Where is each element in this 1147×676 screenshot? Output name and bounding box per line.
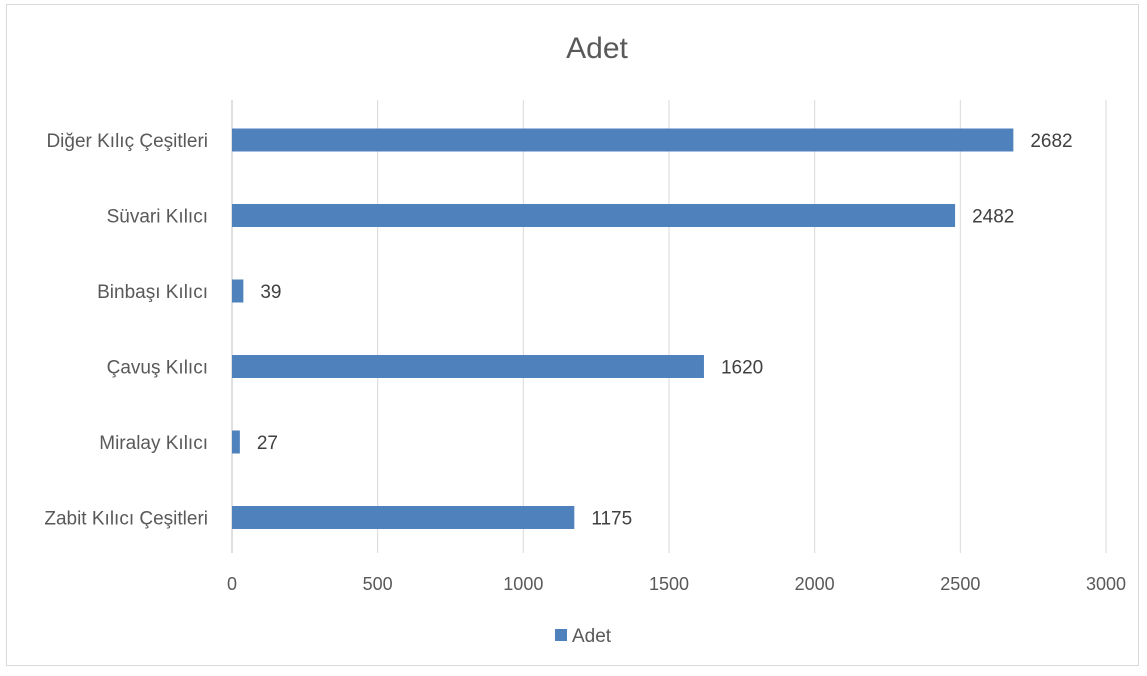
data-label-5: 27 — [257, 433, 278, 454]
legend: Adet — [555, 626, 612, 647]
x-tick-label-1500: 1500 — [649, 574, 689, 594]
bar-2 — [232, 204, 956, 227]
data-label-4: 1620 — [721, 358, 763, 379]
bar-4 — [232, 355, 704, 378]
category-label-4: Çavuş Kılıcı — [107, 358, 208, 379]
chart-frame — [6, 4, 1139, 666]
legend-swatch — [555, 629, 567, 641]
category-label-2: Süvari Kılıcı — [107, 207, 208, 228]
data-labels: 2682 2482 39 1620 27 1175 — [257, 131, 1073, 530]
category-label-1: Diğer Kılıç Çeşitleri — [46, 131, 208, 152]
category-labels: Diğer Kılıç Çeşitleri Süvari Kılıcı Binbaş… — [44, 131, 208, 530]
data-label-2: 2482 — [972, 207, 1014, 228]
x-tick-label-0: 0 — [227, 574, 237, 594]
category-label-3: Binbaşı Kılıcı — [97, 282, 208, 303]
data-label-3: 39 — [260, 282, 281, 303]
x-tick-label-2000: 2000 — [795, 574, 835, 594]
category-label-5: Miralay Kılıcı — [99, 433, 208, 454]
chart-title: Adet — [566, 32, 628, 65]
data-label-1: 2682 — [1030, 131, 1072, 152]
gridlines — [231, 100, 1107, 553]
x-tick-label-1000: 1000 — [503, 574, 543, 594]
legend-label-adet: Adet — [572, 626, 612, 647]
category-label-6: Zabit Kılıcı Çeşitleri — [44, 509, 208, 530]
bar-5 — [232, 430, 240, 454]
bar-3 — [232, 279, 244, 303]
bar-6 — [232, 506, 575, 529]
x-tick-label-2500: 2500 — [940, 574, 980, 594]
bars — [232, 128, 1014, 529]
x-tick-label-3000: 3000 — [1086, 574, 1126, 594]
x-tick-label-500: 500 — [363, 574, 393, 594]
x-axis-tick-labels: 0 500 1000 1500 2000 2500 3000 — [227, 574, 1126, 594]
bar-1 — [232, 128, 1014, 152]
data-label-6: 1175 — [591, 509, 632, 530]
